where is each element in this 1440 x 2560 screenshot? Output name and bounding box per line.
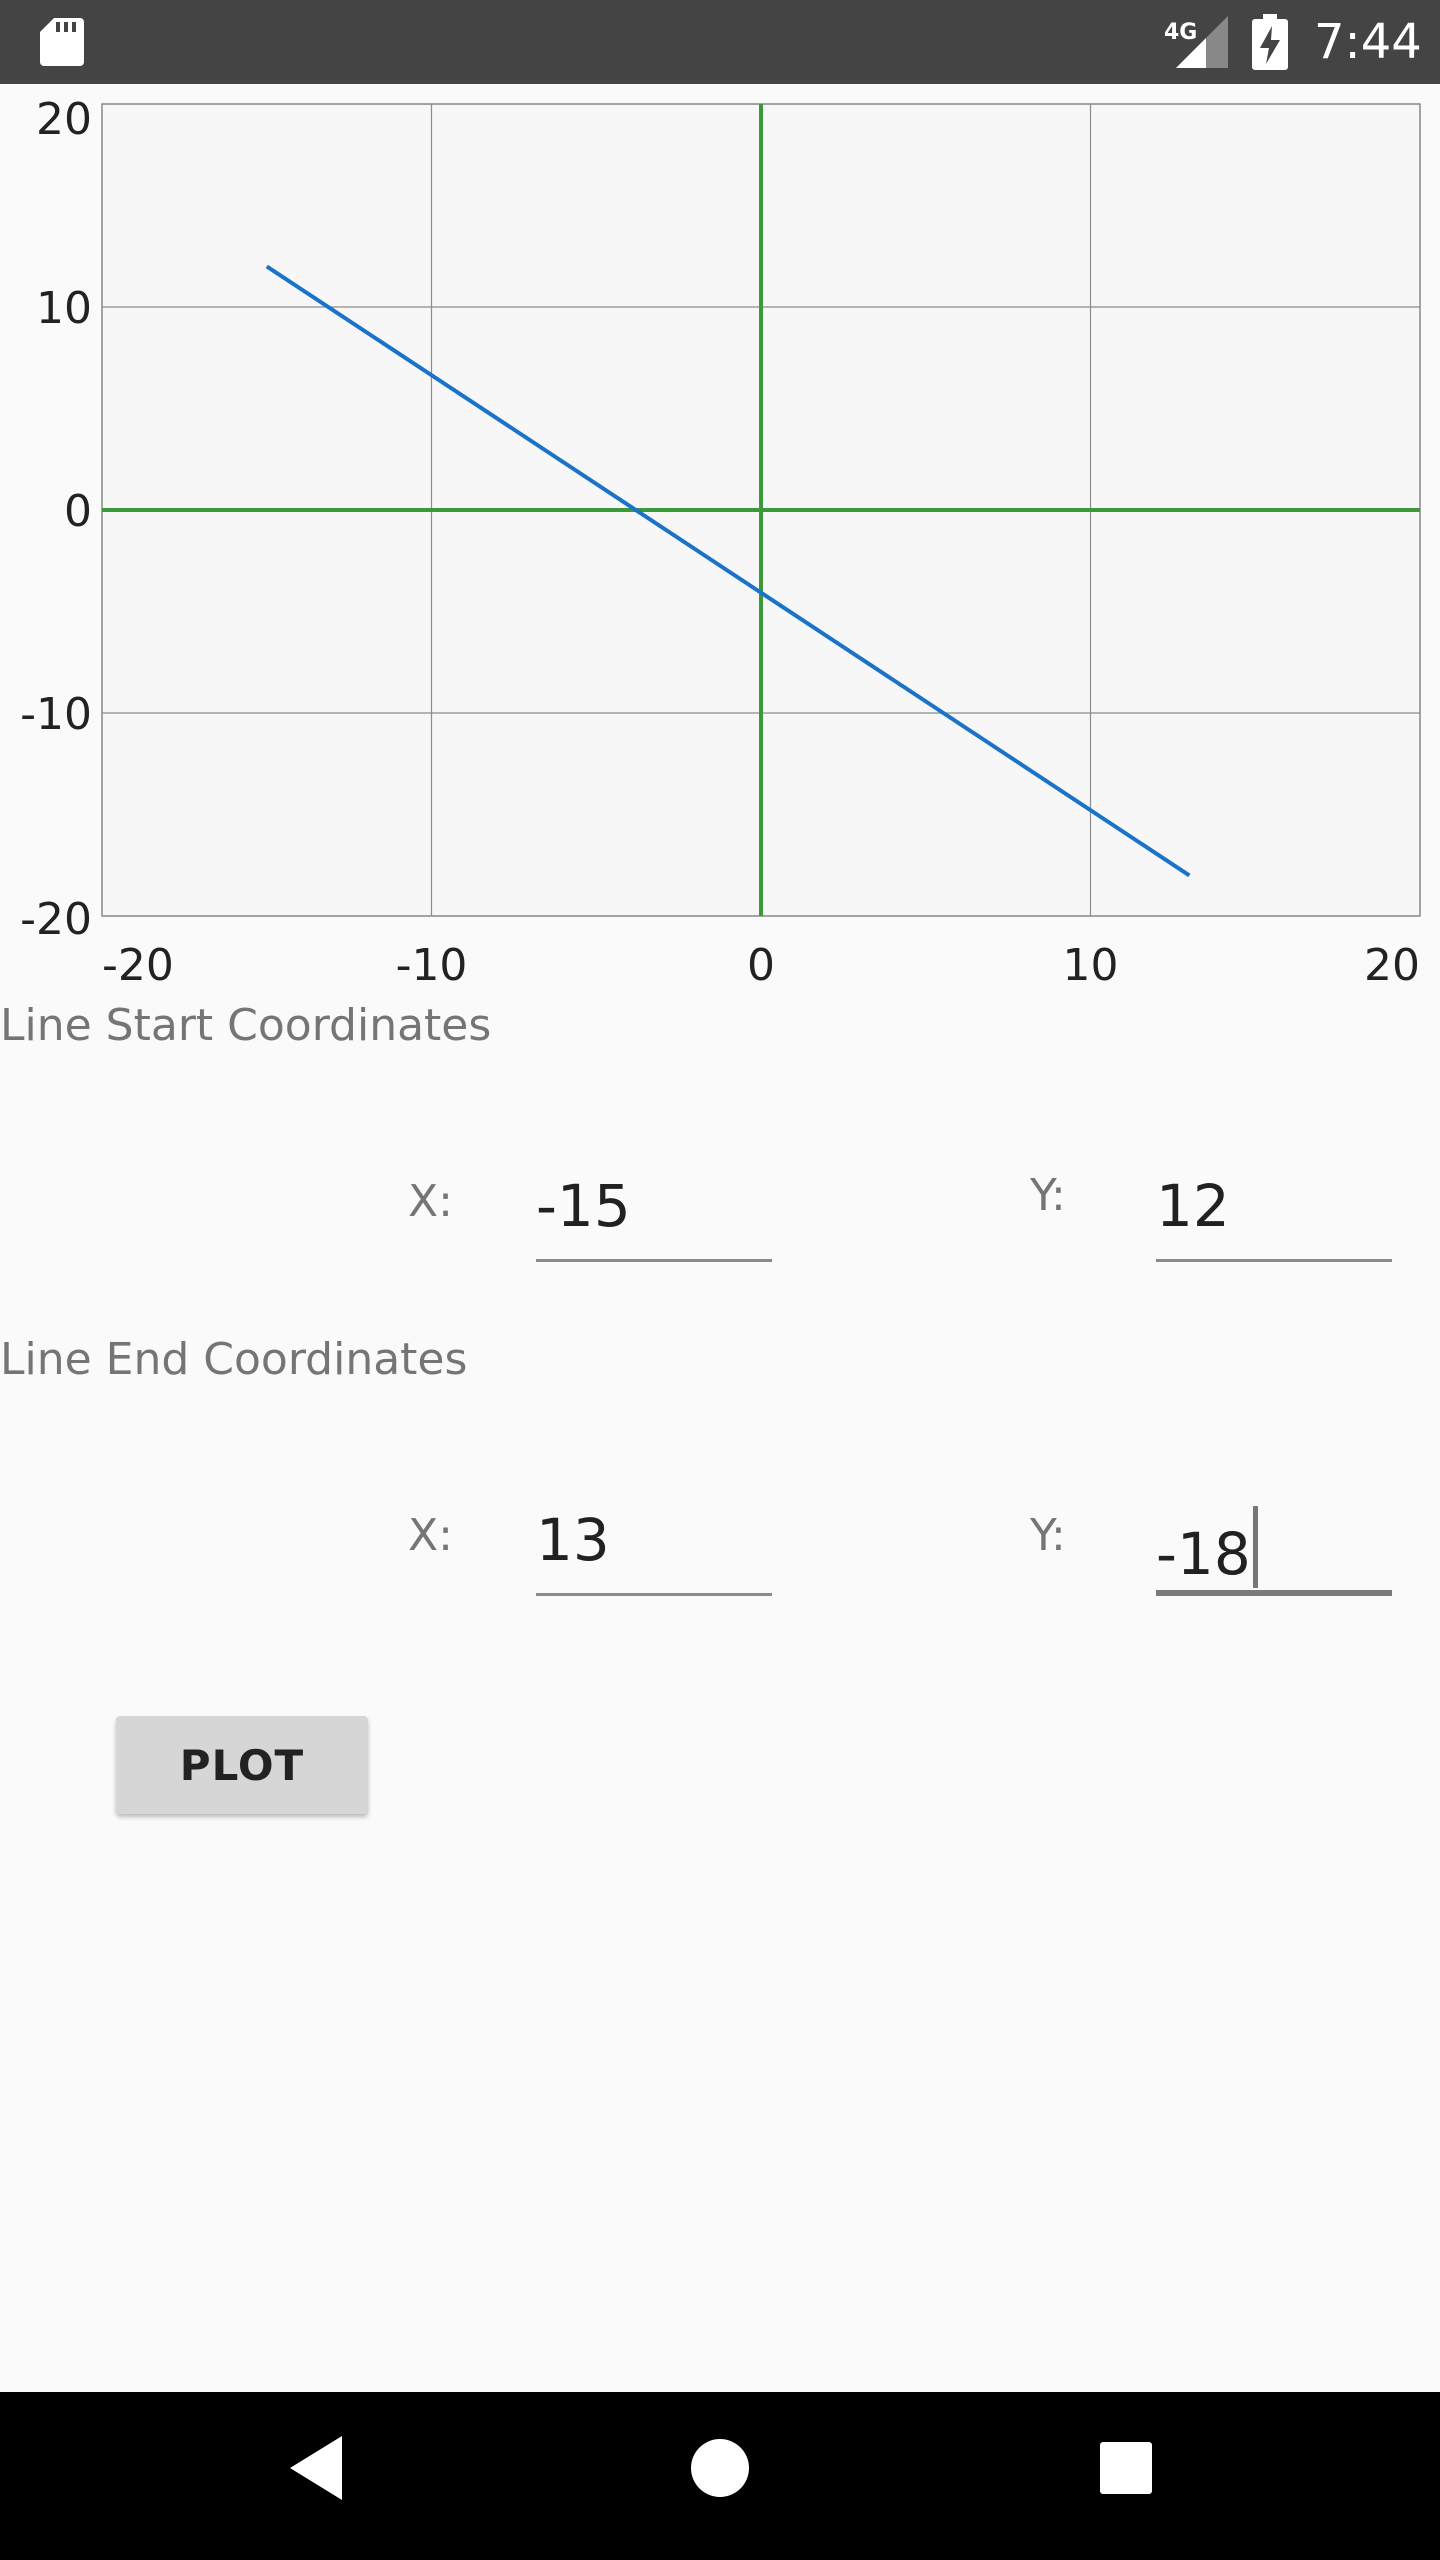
- y-tick-label: 0: [64, 486, 92, 537]
- end-y-label: Y:: [1030, 1510, 1066, 1561]
- back-icon[interactable]: [288, 2434, 344, 2502]
- start-x-input[interactable]: -15: [536, 1162, 772, 1262]
- start-coordinates-label: Line Start Coordinates: [0, 1000, 492, 1051]
- start-y-input[interactable]: 12: [1156, 1162, 1392, 1262]
- text-cursor: [1252, 1506, 1258, 1588]
- end-x-label: X:: [408, 1510, 453, 1561]
- x-tick-label: -10: [396, 940, 468, 991]
- x-tick-label: 20: [1364, 940, 1420, 991]
- start-x-label: X:: [408, 1176, 453, 1227]
- recents-icon[interactable]: [1098, 2434, 1154, 2502]
- battery-charging-icon: [1252, 14, 1288, 70]
- end-coordinates-label: Line End Coordinates: [0, 1334, 468, 1385]
- start-y-label: Y:: [1030, 1170, 1066, 1221]
- x-tick-label: 10: [1063, 940, 1119, 991]
- series-line: [265, 264, 1191, 878]
- sd-card-icon: [40, 18, 84, 66]
- y-tick-label: 10: [36, 283, 92, 334]
- signal-icon: [1176, 16, 1228, 68]
- x-tick-label: 0: [747, 940, 775, 991]
- plot-button[interactable]: PLOT: [116, 1716, 368, 1814]
- home-icon[interactable]: [690, 2434, 750, 2502]
- x-tick-label: -20: [102, 940, 174, 991]
- end-y-input[interactable]: -18: [1156, 1496, 1392, 1596]
- status-bar: 4G 7:44: [0, 0, 1440, 84]
- end-x-input[interactable]: 13: [536, 1496, 772, 1596]
- clock: 7:44: [1314, 14, 1422, 70]
- line-graph: -20 -10 0 10 20 20 10 0 -10 -20: [20, 94, 1421, 991]
- y-tick-label: -10: [20, 689, 92, 740]
- y-tick-label: 20: [36, 94, 92, 145]
- navigation-bar: [0, 2392, 1440, 2560]
- y-tick-label: -20: [20, 894, 92, 945]
- network-type: 4G: [1164, 20, 1198, 45]
